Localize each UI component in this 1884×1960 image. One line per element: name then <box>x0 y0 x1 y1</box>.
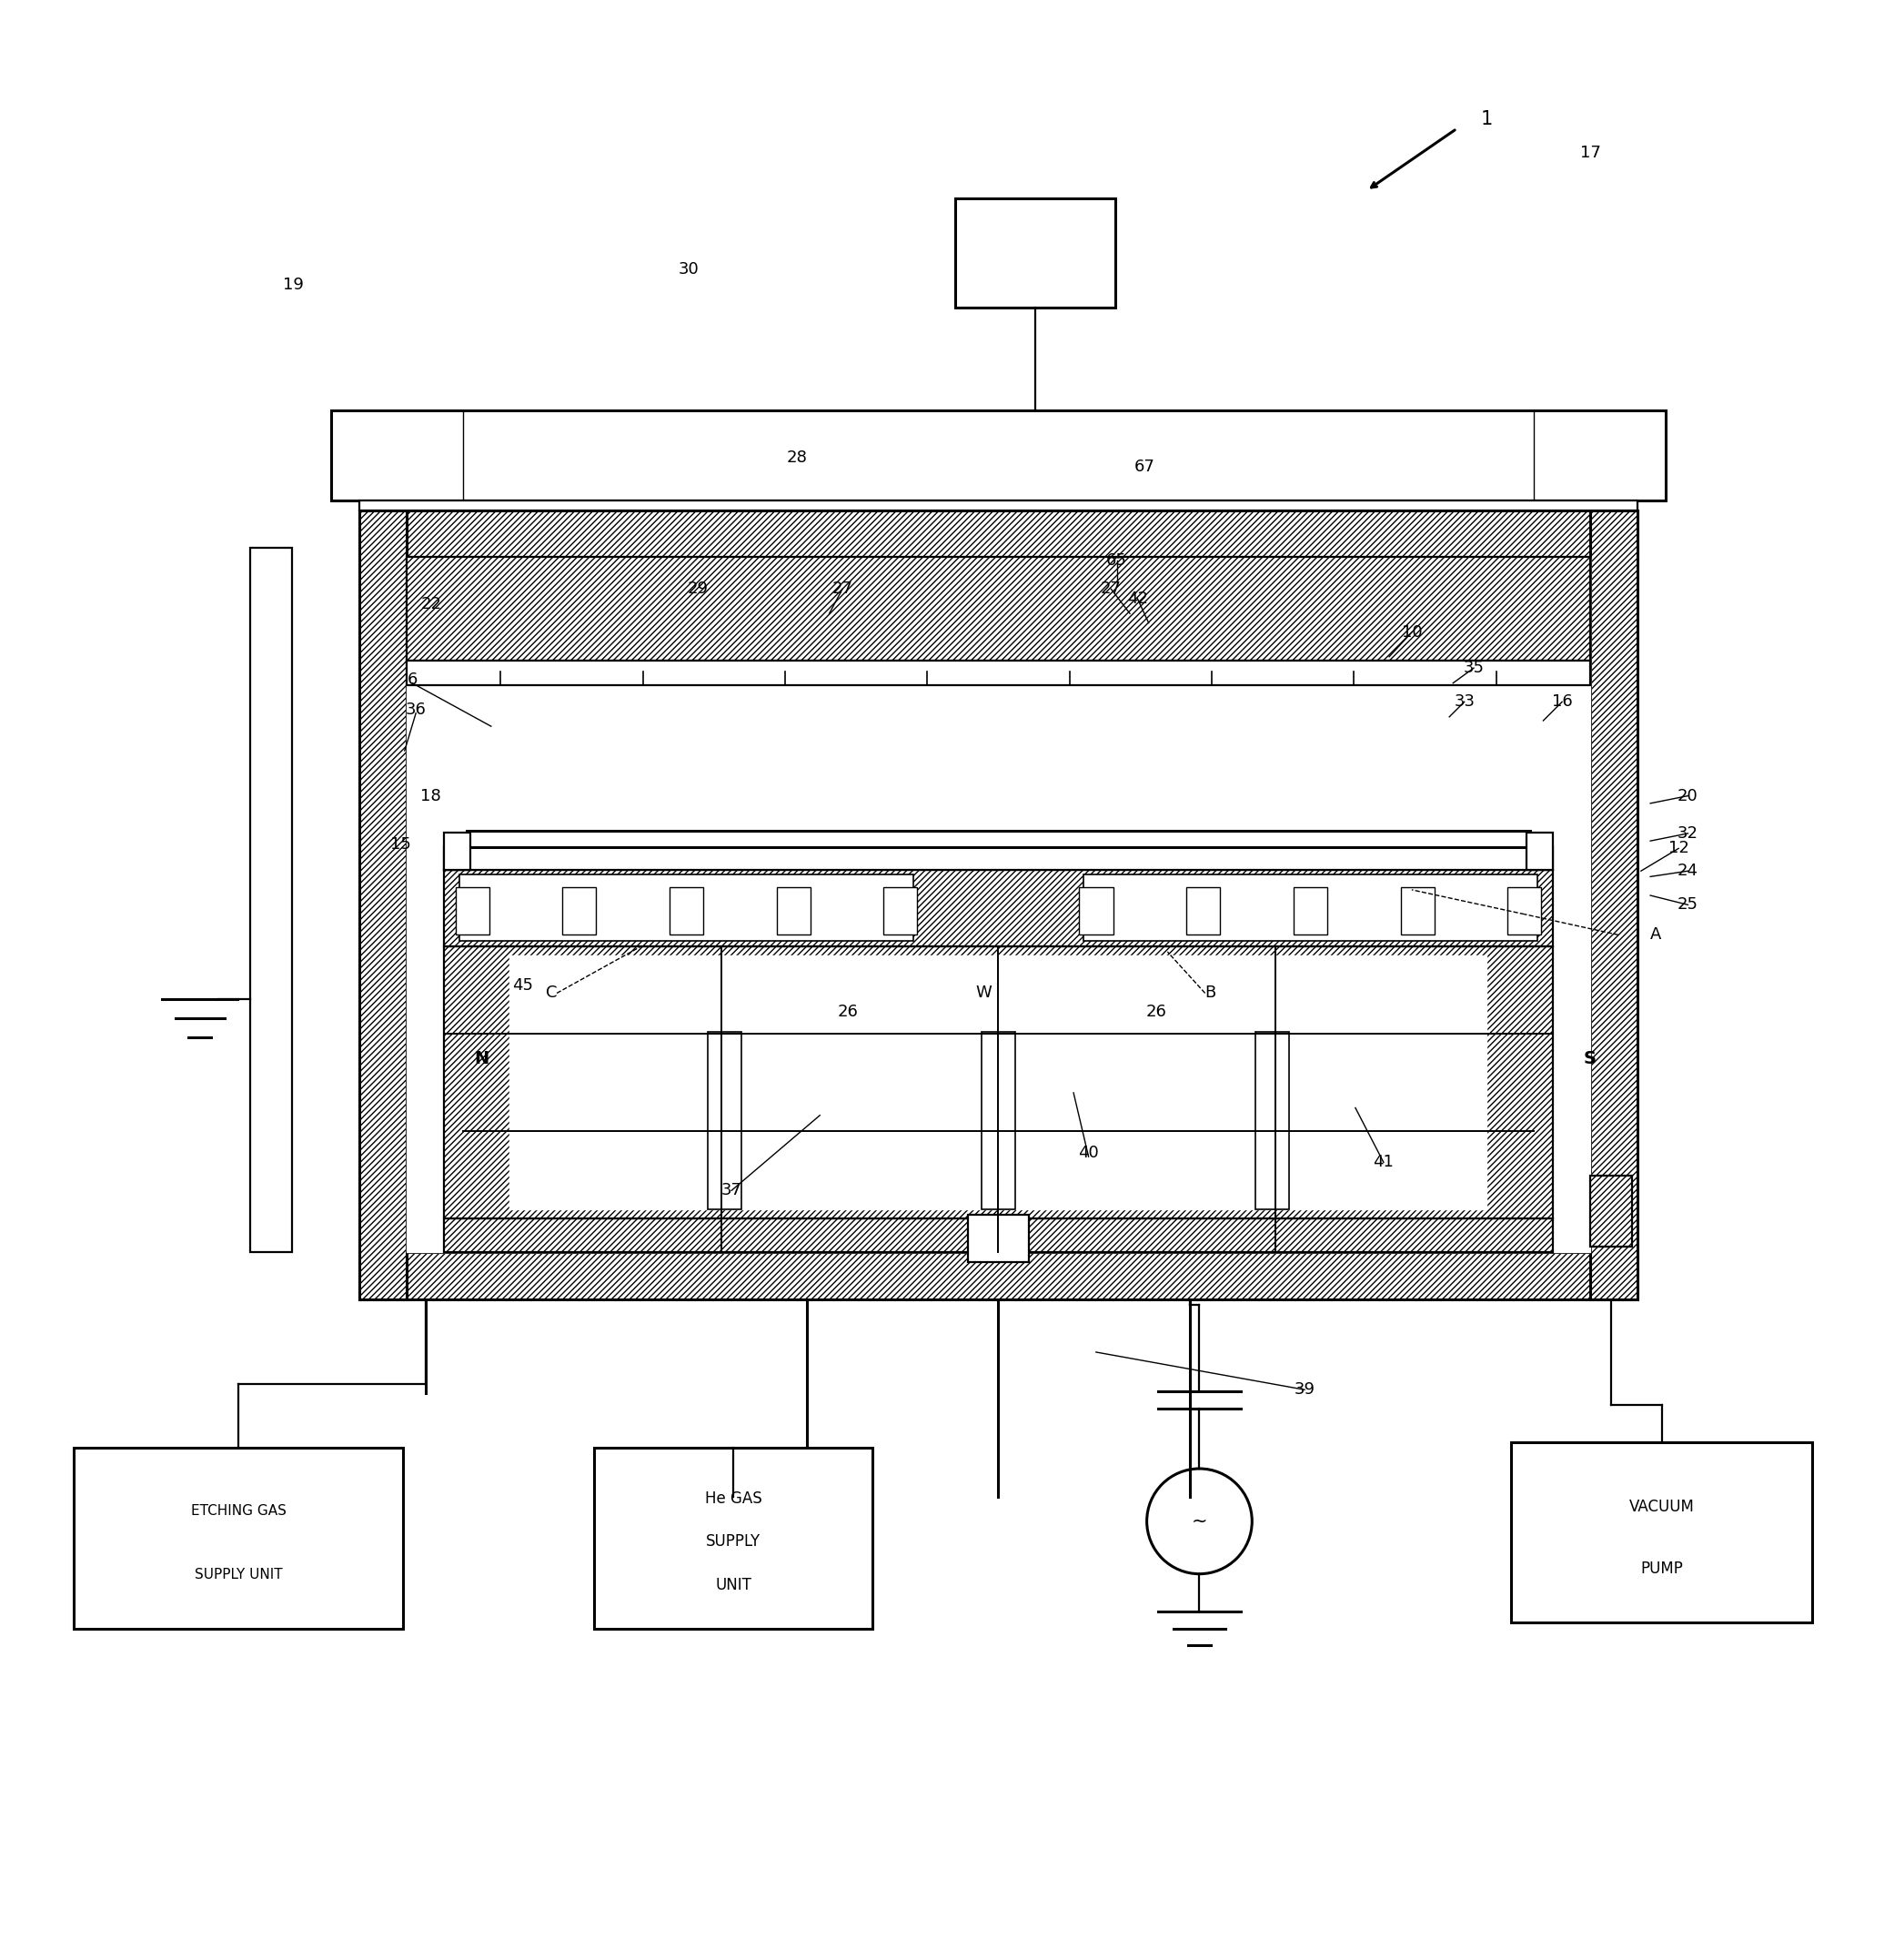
Bar <box>1187 888 1221 935</box>
Text: 19: 19 <box>283 276 303 292</box>
Text: 12: 12 <box>1667 841 1688 857</box>
Text: 40: 40 <box>1078 1145 1098 1160</box>
Bar <box>360 1252 1637 1299</box>
Text: 45: 45 <box>512 978 533 994</box>
Bar <box>669 888 703 935</box>
Bar <box>445 1219 1552 1252</box>
Text: 30: 30 <box>678 261 699 278</box>
Text: S: S <box>1584 1051 1596 1068</box>
Text: 26: 26 <box>838 1004 859 1019</box>
Text: 1: 1 <box>1481 110 1492 127</box>
Text: 27: 27 <box>1100 580 1121 598</box>
Bar <box>445 847 1552 870</box>
Bar <box>251 547 292 1252</box>
Bar <box>360 510 1637 557</box>
Text: N: N <box>475 1051 490 1068</box>
Text: 25: 25 <box>1677 896 1697 913</box>
Bar <box>982 1031 1015 1209</box>
Text: He GAS: He GAS <box>705 1490 761 1507</box>
Bar <box>968 1215 1029 1262</box>
Bar <box>456 888 490 935</box>
Bar <box>360 510 407 1299</box>
Bar <box>1083 874 1537 941</box>
Text: 42: 42 <box>1127 590 1147 608</box>
Text: 24: 24 <box>1677 862 1697 880</box>
Text: SUPPLY: SUPPLY <box>706 1533 761 1550</box>
Text: ETCHING GAS: ETCHING GAS <box>190 1503 286 1517</box>
Text: 35: 35 <box>1464 661 1485 676</box>
Bar <box>511 956 1486 1209</box>
Bar <box>467 831 1530 847</box>
Bar <box>1511 1443 1812 1623</box>
Text: 10: 10 <box>1402 623 1422 641</box>
Text: 37: 37 <box>722 1182 742 1200</box>
Text: VACUUM: VACUUM <box>1630 1499 1694 1515</box>
Text: 6: 6 <box>407 670 418 688</box>
Text: 17: 17 <box>1581 145 1601 161</box>
Text: 29: 29 <box>688 580 708 598</box>
Text: C: C <box>546 986 558 1002</box>
Text: A: A <box>1650 927 1662 943</box>
Text: 20: 20 <box>1677 788 1697 804</box>
Text: 41: 41 <box>1373 1154 1394 1170</box>
Bar <box>1400 888 1434 935</box>
Bar <box>563 888 595 935</box>
Bar <box>1294 888 1326 935</box>
Bar <box>1255 1031 1289 1209</box>
Bar <box>708 1031 742 1209</box>
Bar <box>955 198 1115 308</box>
Text: 27: 27 <box>833 580 853 598</box>
Text: 22: 22 <box>420 596 441 612</box>
Text: 33: 33 <box>1454 694 1475 710</box>
Bar <box>332 410 1665 500</box>
Bar <box>1590 1176 1632 1247</box>
Text: 67: 67 <box>1134 459 1155 474</box>
Text: 26: 26 <box>1145 1004 1166 1019</box>
Text: 32: 32 <box>1677 825 1697 841</box>
Bar <box>1590 510 1637 1299</box>
Text: ~: ~ <box>1191 1513 1208 1531</box>
Text: 18: 18 <box>420 788 441 804</box>
Bar <box>73 1448 403 1629</box>
Bar <box>1507 888 1541 935</box>
Text: SUPPLY UNIT: SUPPLY UNIT <box>194 1568 283 1582</box>
Bar <box>407 557 1590 1252</box>
Text: UNIT: UNIT <box>716 1578 752 1593</box>
Bar <box>776 888 810 935</box>
Bar <box>360 500 1637 510</box>
Text: B: B <box>1206 986 1217 1002</box>
Bar <box>445 947 1552 1219</box>
Bar <box>445 870 1552 947</box>
Text: 36: 36 <box>405 702 426 717</box>
Bar <box>407 661 1590 684</box>
Bar <box>1526 833 1552 870</box>
Text: W: W <box>976 986 991 1002</box>
Bar <box>884 888 918 935</box>
Text: 16: 16 <box>1552 694 1573 710</box>
Text: 39: 39 <box>1294 1382 1315 1397</box>
Text: 15: 15 <box>390 837 411 853</box>
Bar <box>593 1448 872 1629</box>
Text: PUMP: PUMP <box>1641 1560 1682 1578</box>
Bar <box>460 874 914 941</box>
Text: 65: 65 <box>1106 553 1127 568</box>
Text: 28: 28 <box>788 449 808 466</box>
Bar <box>407 557 1590 661</box>
Bar <box>445 833 471 870</box>
Bar <box>1080 888 1113 935</box>
